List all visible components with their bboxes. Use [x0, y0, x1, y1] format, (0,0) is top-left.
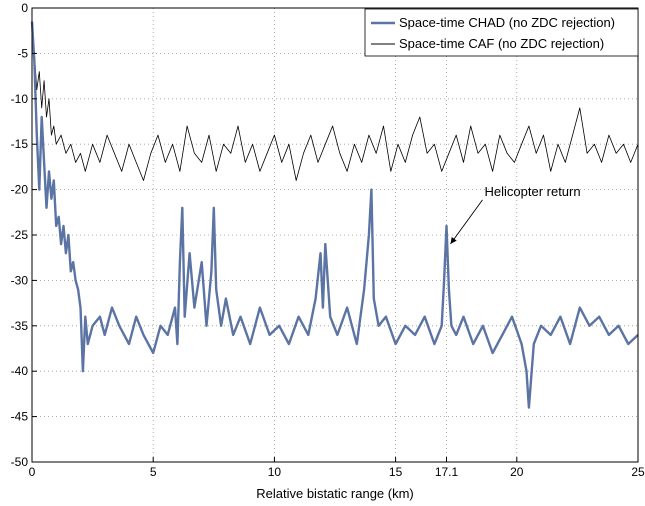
legend: Space-time CHAD (no ZDC rejection) Space-… [364, 8, 639, 57]
legend-box [364, 8, 639, 57]
annotation-arrowhead [450, 237, 457, 244]
x-tick-label: 20 [510, 465, 524, 479]
y-tick-label: -35 [11, 319, 29, 333]
series-layer [30, 21, 639, 409]
x-axis: 0 5 10 15 17.1 20 25 [29, 457, 645, 479]
y-tick-label: -40 [11, 364, 29, 378]
x-tick-label: 17.1 [435, 465, 459, 479]
y-tick-label: -50 [11, 455, 29, 469]
x-tick-label: 0 [29, 465, 36, 479]
legend-label: Space-time CAF (no ZDC rejection) [399, 36, 604, 51]
annotation-text: Helicopter return [485, 184, 581, 199]
x-tick-label: 25 [631, 465, 645, 479]
y-axis: 0 -5 -10 -15 -20 -25 -30 -35 -40 -45 -50 [11, 1, 37, 469]
y-tick-label: -30 [11, 273, 29, 287]
y-tick-label: -25 [11, 228, 29, 242]
y-tick-label: -45 [11, 410, 29, 424]
y-tick-label: -15 [11, 137, 29, 151]
y-tick-label: -5 [17, 46, 28, 60]
x-tick-label: 15 [389, 465, 403, 479]
grid [32, 8, 638, 462]
legend-label: Space-time CHAD (no ZDC rejection) [399, 15, 615, 30]
plot-frame [31, 7, 639, 463]
annotation-arrow [450, 199, 483, 245]
x-tick-label: 10 [268, 465, 282, 479]
annotations: Helicopter return [450, 184, 581, 245]
x-tick-label: 5 [150, 465, 157, 479]
y-tick-label: -10 [11, 92, 29, 106]
series-line-1 [30, 21, 639, 409]
x-axis-label: Relative bistatic range (km) [256, 486, 414, 501]
y-tick-label: -20 [11, 183, 29, 197]
y-tick-label: 0 [21, 1, 28, 15]
series-line-2 [31, 26, 639, 181]
